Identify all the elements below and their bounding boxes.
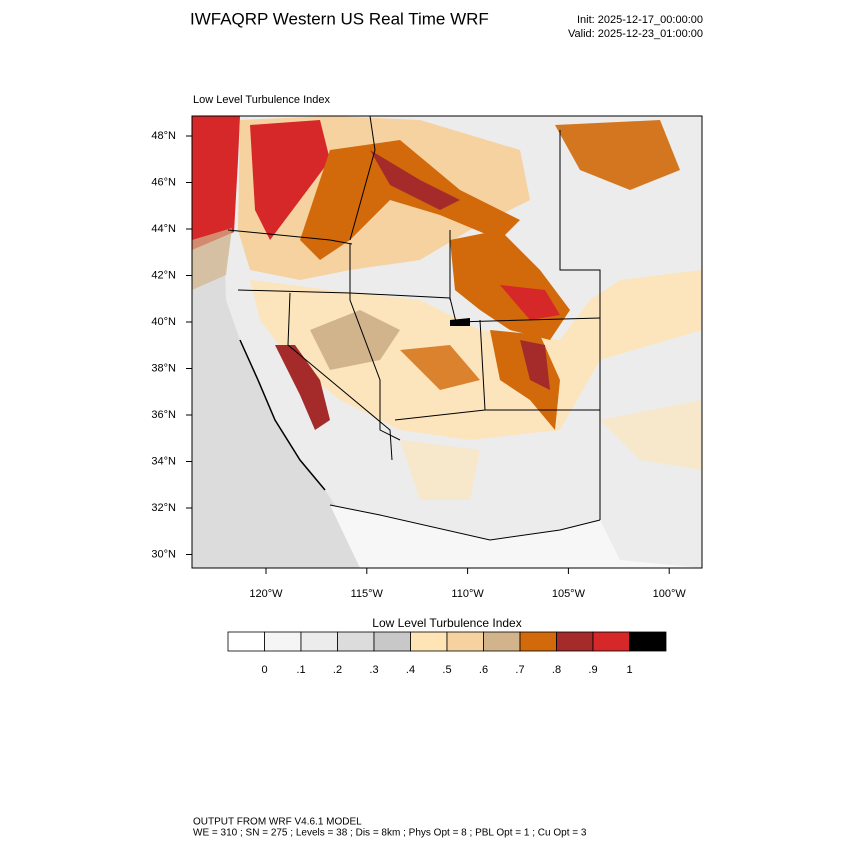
colorbar-label: .4: [406, 664, 415, 676]
lat-label: 36°N: [151, 409, 176, 421]
lat-label: 30°N: [151, 548, 176, 560]
footer-line: OUTPUT FROM WRF V4.6.1 MODEL: [193, 817, 362, 828]
colorbar-box: [227, 631, 265, 652]
lat-label: 48°N: [151, 130, 176, 142]
map-frame: [191, 115, 703, 569]
colorbar-box: [373, 631, 411, 652]
map-title: Low Level Turbulence Index: [193, 94, 330, 106]
lat-label: 46°N: [151, 176, 176, 188]
colorbar-label: 1: [626, 664, 632, 676]
lon-label: 100°W: [653, 588, 687, 600]
colorbar-box: [446, 631, 484, 652]
colorbar-label: .2: [333, 664, 342, 676]
colorbar-box: [519, 631, 557, 652]
colorbar-label: .6: [479, 664, 488, 676]
colorbar-label: .9: [588, 664, 597, 676]
colorbar-box: [337, 631, 375, 652]
colorbar-box: [556, 631, 594, 652]
lon-label: 105°W: [552, 588, 586, 600]
footer-line: WE = 310 ; SN = 275 ; Levels = 38 ; Dis …: [193, 828, 587, 839]
init-time: Init: 2025-12-17_00:00:00: [577, 14, 703, 26]
title: IWFAQRP Western US Real Time WRF: [190, 9, 489, 28]
colorbar-box: [300, 631, 338, 652]
lat-label: 34°N: [151, 455, 176, 467]
lon-label: 115°W: [351, 588, 384, 600]
colorbar-box: [483, 631, 521, 652]
colorbar-label: .7: [515, 664, 524, 676]
valid-time: Valid: 2025-12-23_01:00:00: [568, 28, 703, 40]
lat-label: 38°N: [151, 362, 176, 374]
colorbar-box: [629, 631, 667, 652]
lat-label: 42°N: [151, 269, 176, 281]
colorbar-label: .8: [552, 664, 561, 676]
lat-label: 44°N: [151, 223, 176, 235]
lon-label: 110°W: [451, 588, 484, 600]
colorbar-label: .3: [369, 664, 378, 676]
colorbar-title: Low Level Turbulence Index: [372, 616, 521, 630]
colorbar-label: .1: [296, 664, 305, 676]
lat-label: 40°N: [151, 316, 176, 328]
lat-label: 32°N: [151, 502, 176, 514]
lon-label: 120°W: [249, 588, 283, 600]
colorbar-box: [410, 631, 448, 652]
colorbar-box: [264, 631, 302, 652]
colorbar-label: .5: [442, 664, 451, 676]
colorbar-box: [592, 631, 630, 652]
colorbar-label: 0: [261, 664, 267, 676]
map: [192, 116, 702, 568]
